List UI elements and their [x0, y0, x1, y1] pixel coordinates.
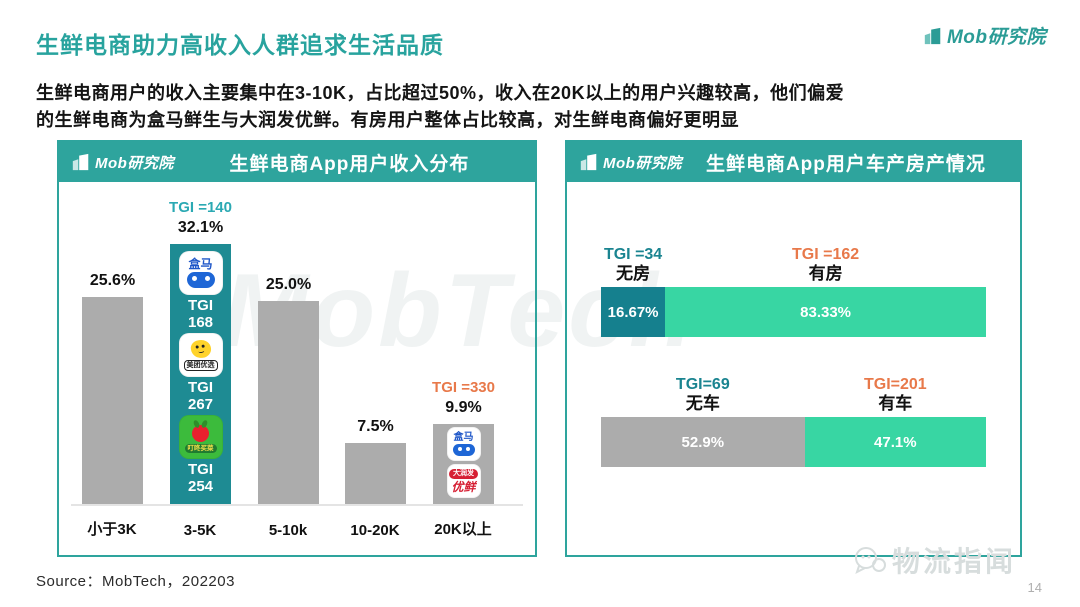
bar-rect: 盒马 大润发 优鲜 [433, 424, 494, 504]
bar-value-label: 32.1% [177, 219, 224, 236]
assets-stacked-bars: TGI =34 无房 TGI =162 有房 16.67% 83.33% [567, 182, 1020, 555]
bar-10-20k: 7.5% [345, 418, 406, 504]
x-axis-label: 20K以上 [434, 521, 492, 538]
tgi-label: TGI =34 [603, 246, 663, 263]
category-label: 有房 [808, 264, 843, 283]
car-row: TGI=69 无车 TGI=201 有车 52.9% 47.1% [601, 376, 986, 467]
no-car-segment: 52.9% [601, 417, 805, 467]
bar-rect [258, 301, 319, 504]
category-label: 有车 [878, 394, 913, 413]
has-house-segment: 83.33% [665, 287, 986, 337]
assets-chart-title: 生鲜电商App用户车产房产情况 [705, 153, 986, 175]
x-axis-label: 10-20K [350, 522, 400, 539]
has-car-head: TGI=201 有车 [805, 376, 986, 414]
car-stacked-bar: 52.9% 47.1% [601, 417, 986, 467]
intro-paragraph: 生鲜电商用户的收入主要集中在3-10K，占比超过50%，收入在20K以上的用户兴… [36, 80, 844, 134]
dingdong-radish-graphic [192, 419, 209, 442]
page-title: 生鲜电商助力高收入人群追求生活品质 [36, 32, 444, 58]
intro-line-2: 的生鲜电商为盒马鲜生与大润发优鲜。有房用户整体占比较高，对生鲜电商偏好更明显 [36, 110, 739, 130]
no-house-head: TGI =34 无房 [601, 246, 665, 284]
watermark-text: 物流指闻 [891, 546, 1016, 577]
segment-value: 52.9% [681, 433, 725, 451]
mob-building-icon [924, 27, 941, 44]
bar-value-label: 25.0% [265, 276, 312, 293]
source-note: Source：MobTech，202203 [36, 573, 235, 590]
category-label: 无车 [685, 394, 720, 413]
has-car-segment: 47.1% [804, 417, 986, 467]
no-house-segment: 16.67% [601, 287, 666, 337]
bar-rect-highlighted: 盒马 TGI 168 美团优选 TGI 26 [170, 244, 231, 504]
income-chart-panel: Mob研究院 生鲜电商App用户收入分布 25.6% TGI =140 32.1… [57, 140, 537, 557]
x-axis-label: 3-5K [183, 522, 217, 539]
brand-name: Mob研究院 [95, 154, 174, 172]
mob-building-icon [72, 153, 89, 171]
income-bar-chart: 25.6% TGI =140 32.1% 盒马 TGI 168 [59, 182, 535, 555]
housing-row: TGI =34 无房 TGI =162 有房 16.67% 83.33% [601, 246, 986, 337]
tgi-label: TGI=69 [675, 376, 730, 393]
has-house-head: TGI =162 有房 [665, 246, 986, 284]
app-tgi-label: TGI 267 [187, 379, 214, 413]
bar-under-3k: 25.6% [82, 272, 143, 504]
assets-chart-panel: Mob研究院 生鲜电商App用户车产房产情况 TGI =34 无房 TGI =1… [565, 140, 1022, 557]
dingdong-maicai-app-icon: 叮咚买菜 [178, 415, 223, 459]
bar-value-label: 9.9% [445, 399, 482, 416]
mob-building-icon [580, 153, 597, 171]
income-chart-header: Mob研究院 生鲜电商App用户收入分布 [59, 142, 535, 182]
assets-chart-header: Mob研究院 生鲜电商App用户车产房产情况 [567, 142, 1020, 182]
app-tgi-label: TGI 168 [187, 297, 214, 331]
app-tgi-label: TGI 254 [187, 461, 214, 495]
bar-5-10k: 25.0% [258, 276, 319, 504]
hema-hippo-graphic [452, 444, 475, 456]
no-car-head: TGI=69 无车 [601, 376, 805, 414]
x-axis-label: 5-10k [268, 522, 308, 539]
housing-labels: TGI =34 无房 TGI =162 有房 [601, 246, 986, 284]
bar-value-label: 25.6% [89, 272, 136, 289]
tgi-callout: TGI =140 [169, 199, 232, 216]
x-axis-label: 小于3K [87, 521, 137, 538]
segment-value: 47.1% [874, 433, 917, 451]
panel-brand-logo: Mob研究院 [567, 152, 682, 173]
tgi-callout: TGI =330 [432, 379, 495, 396]
bar-3-5k: TGI =140 32.1% 盒马 TGI 168 美团 [169, 199, 232, 504]
segment-value: 16.67% [607, 303, 659, 321]
brand-name: Mob研究院 [603, 154, 682, 172]
car-labels: TGI=69 无车 TGI=201 有车 [601, 376, 986, 414]
hema-app-icon: 盒马 [178, 251, 223, 295]
bar-over-20k: TGI =330 9.9% 盒马 大润发 优鲜 [432, 379, 495, 504]
bar-rect [345, 443, 406, 504]
bar-value-label: 7.5% [357, 418, 394, 435]
bar-rect [82, 297, 143, 504]
category-label: 无房 [616, 264, 651, 283]
income-chart-plot-area: 25.6% TGI =140 32.1% 盒马 TGI 168 [71, 182, 523, 506]
tgi-label: TGI =162 [792, 246, 860, 263]
tgi-label: TGI=201 [863, 376, 927, 393]
chat-bubbles-icon [854, 547, 886, 574]
darunfa-youxian-app-icon: 大润发 优鲜 [446, 464, 481, 498]
brand-name: Mob研究院 [946, 27, 1046, 48]
brand-logo-top-right: Mob研究院 [923, 22, 1046, 49]
housing-stacked-bar: 16.67% 83.33% [601, 287, 986, 337]
bottom-right-watermark: 物流指闻 [853, 540, 1016, 580]
segment-value: 83.33% [800, 303, 852, 321]
panel-brand-logo: Mob研究院 [59, 152, 174, 173]
intro-line-1: 生鲜电商用户的收入主要集中在3-10K，占比超过50%，收入在20K以上的用户兴… [36, 83, 845, 103]
meituan-youxuan-app-icon: 美团优选 [178, 333, 223, 377]
meituan-kangaroo-graphic [189, 338, 212, 359]
hema-app-icon: 盒马 [446, 427, 481, 461]
page-number: 14 [1027, 580, 1042, 595]
hema-hippo-graphic [186, 272, 215, 288]
income-chart-title: 生鲜电商App用户收入分布 [229, 153, 470, 175]
